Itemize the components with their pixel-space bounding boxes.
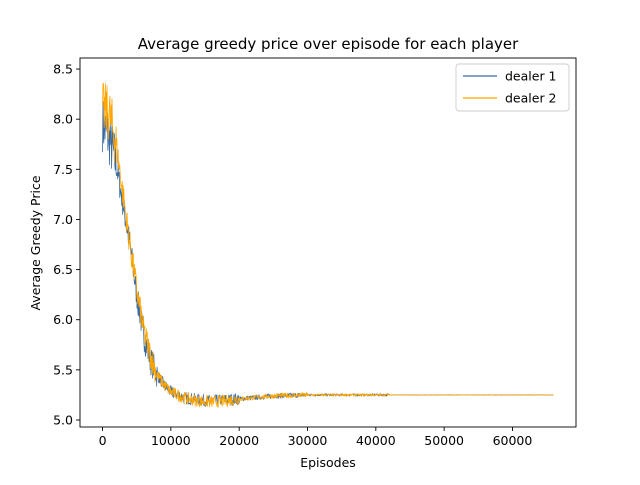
y-axis: 5.0 5.5 6.0 6.5 7.0 7.5 8.0 8.5 [53, 62, 80, 427]
y-tick-label: 6.0 [53, 312, 73, 327]
series-line-2 [102, 82, 554, 408]
y-tick-label: 7.5 [53, 162, 73, 177]
x-tick-label: 10000 [151, 433, 191, 448]
y-tick-label: 7.0 [53, 212, 73, 227]
y-tick-label: 5.5 [53, 362, 73, 377]
x-tick-label: 0 [99, 433, 107, 448]
y-tick-label: 8.5 [53, 62, 73, 77]
legend: dealer 1 dealer 2 [455, 63, 570, 112]
legend-label-2: dealer 2 [505, 91, 557, 106]
x-axis: 0 10000 20000 30000 40000 50000 60000 [99, 427, 533, 448]
plot-frame [79, 57, 577, 428]
legend-label-1: dealer 1 [505, 69, 557, 84]
x-axis-label: Episodes [300, 455, 356, 470]
y-tick-label: 8.0 [53, 112, 73, 127]
x-tick-label: 20000 [219, 433, 259, 448]
chart-title: Average greedy price over episode for ea… [138, 35, 519, 53]
x-tick-label: 50000 [424, 433, 464, 448]
series-line-1 [102, 101, 554, 407]
x-tick-label: 40000 [356, 433, 396, 448]
y-axis-label: Average Greedy Price [28, 175, 43, 310]
x-tick-label: 30000 [288, 433, 328, 448]
y-tick-label: 6.5 [53, 262, 73, 277]
x-tick-label: 60000 [493, 433, 533, 448]
plot-area [79, 57, 577, 428]
y-tick-label: 5.0 [53, 412, 73, 427]
